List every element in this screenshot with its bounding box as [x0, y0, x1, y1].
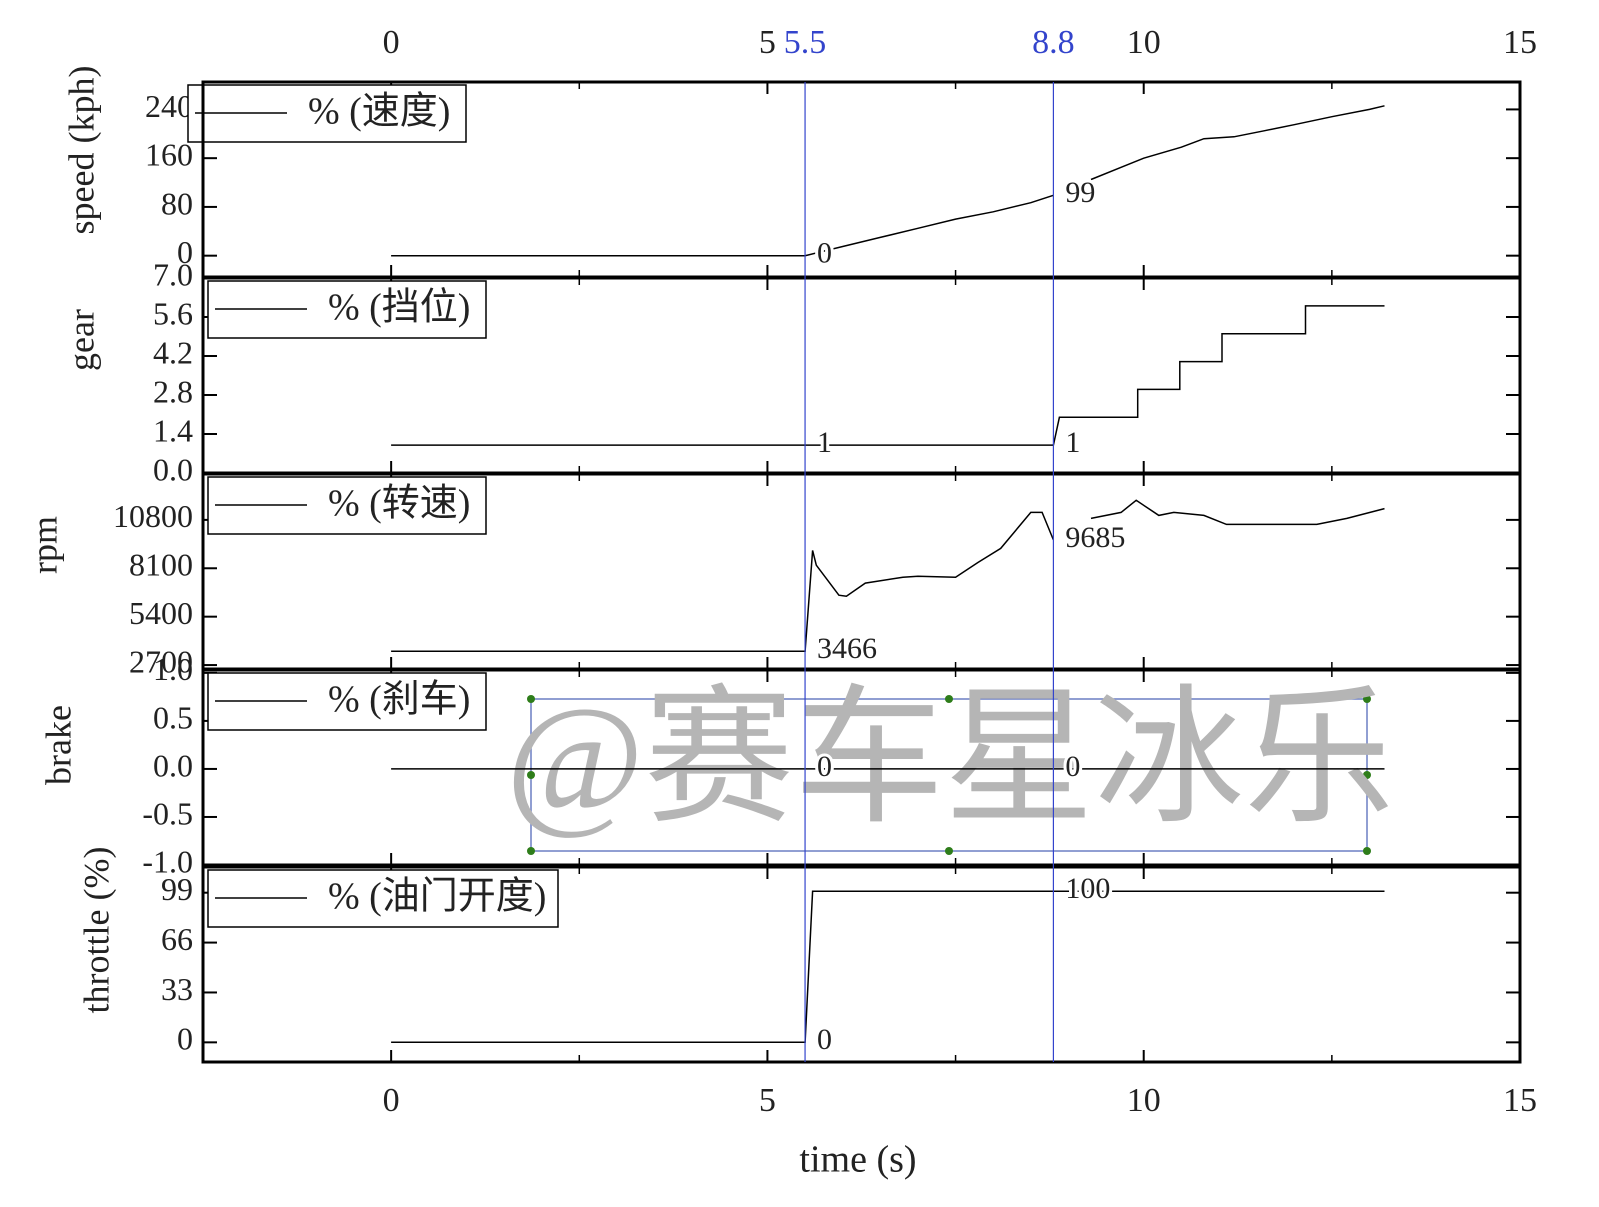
top-x-tick-label: 0 [383, 24, 400, 61]
cursor-value-label: 100 [1065, 872, 1110, 905]
x-tick-label: 5 [759, 1082, 776, 1119]
selection-handles [527, 695, 1371, 855]
y-tick-label: 0.5 [153, 699, 193, 735]
plot-frame [201, 865, 1522, 1064]
y-tick-label: 2700 [129, 643, 193, 679]
top-x-tick-label: 10 [1127, 24, 1161, 61]
y-tick-label: 5400 [129, 595, 193, 631]
legend-label: % (挡位) [328, 287, 470, 329]
y-tick-label: 5.6 [153, 295, 193, 331]
y-tick-label: 240 [145, 88, 193, 124]
x-tick-label: 15 [1503, 1082, 1537, 1119]
x-tick-label: 10 [1127, 1082, 1161, 1119]
y-tick-label: 0.0 [153, 451, 193, 487]
y-tick-label: -1.0 [142, 843, 193, 879]
y-axis-label: brake [38, 705, 78, 785]
plot-frame [201, 668, 1522, 867]
y-tick-label: 4.2 [153, 334, 193, 370]
cursor-value-label: 0 [817, 1023, 832, 1056]
series-line [391, 890, 1385, 1044]
y-tick-label: 0.0 [153, 747, 193, 783]
legend-label: % (转速) [328, 483, 470, 525]
cursor-value-label: 99 [1065, 176, 1095, 209]
y-tick-label: 33 [161, 971, 193, 1007]
cursor-value-label: 1 [1065, 426, 1080, 459]
y-tick-label: 7.0 [153, 256, 193, 292]
y-axis-label: rpm [24, 516, 64, 574]
cursor-value-label: 9685 [1065, 521, 1125, 554]
cursor-value-label: 0 [817, 750, 832, 783]
y-axis-label: speed (kph) [61, 66, 101, 235]
cursor-value-label: 0 [817, 237, 832, 270]
cursor-value-label: 0 [1065, 750, 1080, 783]
cursor-value-label: 1 [817, 426, 832, 459]
y-tick-label: 8100 [129, 547, 193, 583]
y-axis-label: throttle (%) [76, 847, 116, 1014]
x-axis-label: time (s) [799, 1139, 916, 1181]
legend-label: % (刹车) [328, 679, 470, 721]
watermark: @赛车星冰乐 [506, 676, 1394, 842]
top-x-tick-label: 15 [1503, 24, 1537, 61]
legend-label: % (油门开度) [328, 876, 546, 918]
y-axis-label: gear [61, 309, 101, 371]
cursor-value-label: 3466 [817, 632, 877, 665]
y-tick-label: 66 [161, 921, 193, 957]
cursor-label: 5.5 [784, 24, 827, 61]
y-tick-label: 10800 [113, 498, 193, 534]
cursor-label: 8.8 [1032, 24, 1075, 61]
y-tick-label: 99 [161, 871, 193, 907]
y-tick-label: -0.5 [142, 795, 193, 831]
top-x-tick-label: 5 [759, 24, 776, 61]
x-tick-label: 0 [383, 1082, 400, 1119]
series-line [391, 499, 1385, 653]
y-tick-label: 160 [145, 137, 193, 173]
y-tick-label: 0 [177, 234, 193, 270]
y-tick-label: 1.0 [153, 651, 193, 687]
series-line [391, 105, 1385, 257]
y-tick-label: 80 [161, 185, 193, 221]
y-tick-label: 1.4 [153, 412, 193, 448]
y-tick-label: 0 [177, 1021, 193, 1057]
y-tick-label: 2.8 [153, 373, 193, 409]
series-line [391, 305, 1385, 446]
legend-label: % (速度) [308, 91, 450, 133]
